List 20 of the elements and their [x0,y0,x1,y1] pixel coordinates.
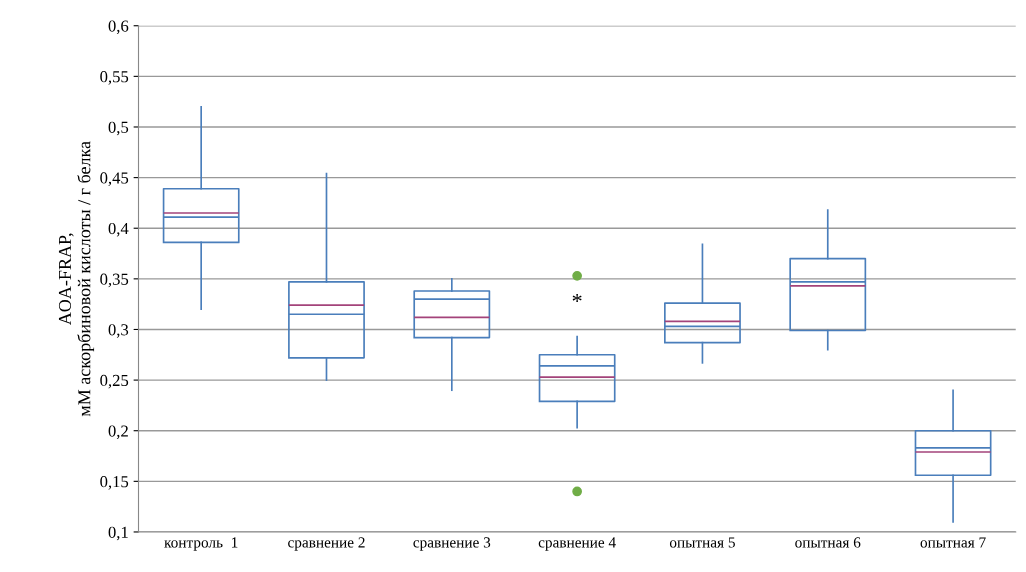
annotation: * [572,293,582,303]
y-tick-label: 0,2 [108,425,128,440]
y-axis-title: AOA-FRAP, мМ аскорбиновой кислоты / г белка [58,141,95,417]
x-tick-label: опытная 7 [920,537,986,548]
x-tick-label: контроль 1 [164,537,238,551]
x-tick-label: сравнение 2 [288,537,365,551]
y-tick-label: 0,6 [108,20,129,35]
x-tick-label: опытная 5 [669,537,735,548]
y-tick-label: 0,25 [100,374,129,389]
x-tick-label: сравнение 4 [538,537,616,551]
y-tick-label: 0,5 [108,121,129,136]
y-tick-label: 0,45 [100,172,129,186]
y-tick-label: 0,55 [100,71,129,85]
y-tick-label: 0,3 [108,324,129,338]
y-tick-label: 0,4 [108,222,129,237]
x-tick-label: опытная 6 [795,537,861,548]
y-tick-label: 0,35 [100,273,129,288]
y-tick-label: 0,15 [100,476,129,490]
x-tick-label: сравнение 3 [413,537,491,551]
y-tick-label: 0,1 [108,526,128,541]
